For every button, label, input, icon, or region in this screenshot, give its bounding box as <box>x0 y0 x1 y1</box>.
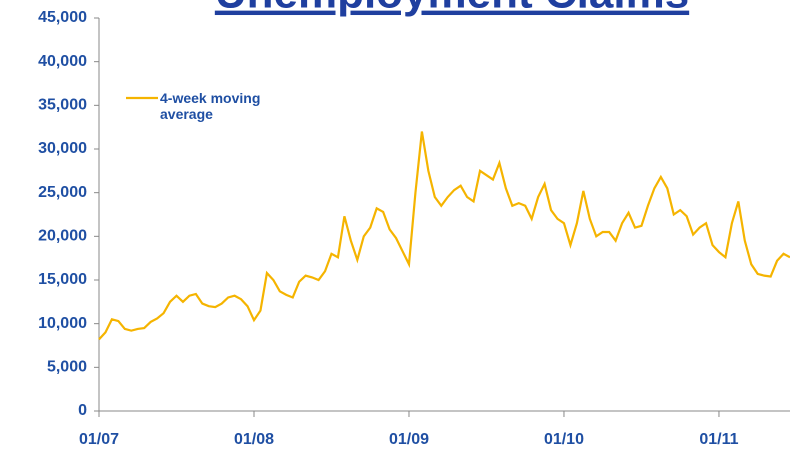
y-tick-label: 20,000 <box>38 228 87 245</box>
chart-title: Unemployment Claims <box>215 0 689 18</box>
series-line <box>98 131 790 341</box>
y-tick-label: 30,000 <box>38 140 87 157</box>
y-tick-label: 25,000 <box>38 184 87 201</box>
y-tick-label: 5,000 <box>47 359 87 376</box>
y-tick-label: 15,000 <box>38 271 87 288</box>
x-tick-label: 01/09 <box>389 431 429 448</box>
y-tick-label: 45,000 <box>38 9 87 26</box>
y-tick-label: 0 <box>78 402 87 419</box>
y-tick-label: 35,000 <box>38 97 87 114</box>
y-tick-label: 40,000 <box>38 53 87 70</box>
x-tick-label: 01/10 <box>544 431 584 448</box>
y-tick-label: 10,000 <box>38 315 87 332</box>
x-tick-label: 01/07 <box>79 431 119 448</box>
legend-label: 4-week moving average <box>160 90 261 122</box>
x-tick-label: 01/08 <box>234 431 274 448</box>
x-tick-label: 01/11 <box>699 431 738 448</box>
